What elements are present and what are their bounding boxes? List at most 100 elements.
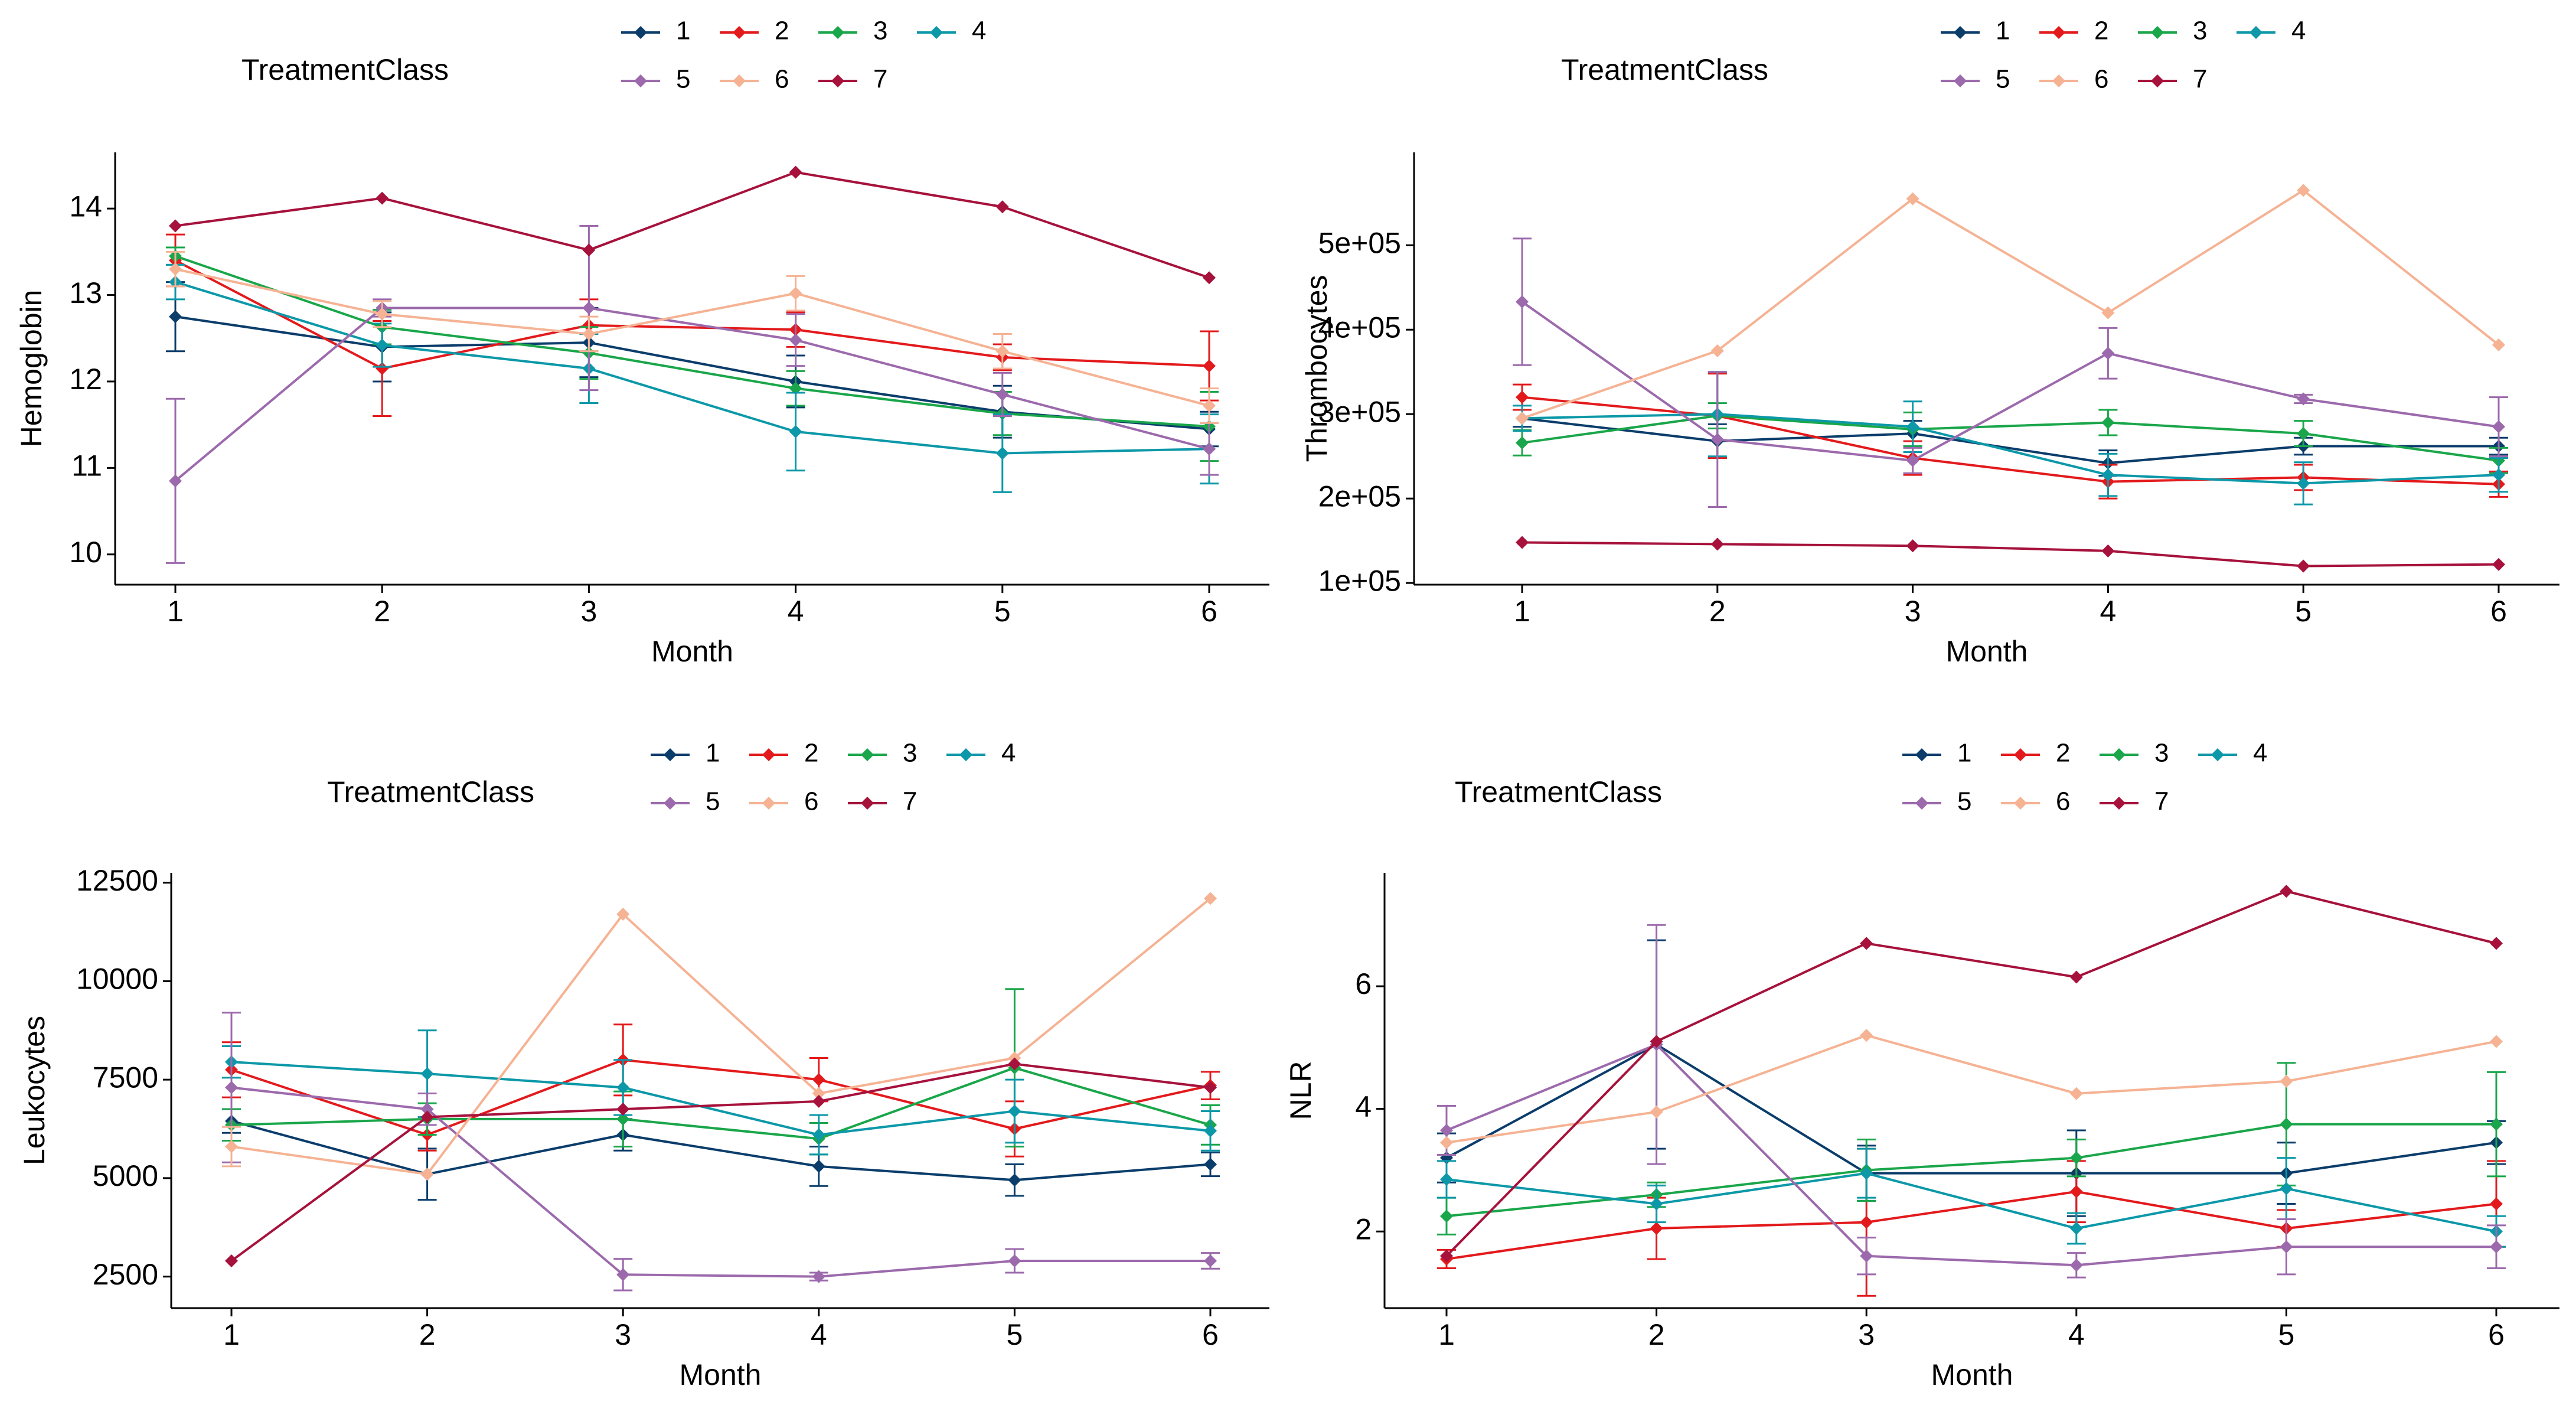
legend-label: 4 — [2253, 739, 2267, 768]
legend-label: 2 — [2094, 17, 2108, 45]
data-point — [812, 1087, 825, 1100]
series-7 — [1516, 536, 2505, 573]
legend-item-3: 3 — [2138, 17, 2207, 45]
y-tick-label: 12500 — [76, 864, 158, 897]
data-point — [1008, 1057, 1021, 1071]
legend-item-3: 3 — [818, 17, 887, 45]
x-tick-label: 2 — [374, 595, 390, 628]
data-point — [1906, 539, 1919, 553]
legend-label: 6 — [775, 65, 789, 94]
data-point — [812, 1128, 825, 1142]
legend-key-marker — [959, 748, 972, 761]
series-line — [231, 1058, 1211, 1136]
y-axis-label: Thrombocytes — [1300, 275, 1333, 462]
data-point — [2490, 937, 2503, 950]
data-point — [1203, 271, 1216, 285]
data-point — [1860, 1249, 1873, 1263]
series-line — [1521, 301, 2499, 462]
data-point — [1440, 1249, 1453, 1263]
x-tick-label: 4 — [788, 595, 804, 628]
y-tick-label: 2 — [1355, 1212, 1372, 1246]
data-point — [1204, 1124, 1217, 1137]
legend-key-marker — [2249, 26, 2262, 39]
data-point — [1906, 454, 1919, 467]
series-4 — [222, 1029, 1220, 1156]
series-line — [1522, 417, 2499, 465]
legend-item-7: 7 — [2100, 787, 2169, 816]
series-7 — [225, 1057, 1217, 1267]
data-point — [1440, 1173, 1453, 1186]
series-3 — [1513, 402, 2508, 474]
data-point — [1710, 537, 1724, 551]
data-point — [376, 191, 389, 205]
data-point — [1860, 1166, 1873, 1180]
series-5 — [222, 1012, 1220, 1292]
legend-label: 4 — [2291, 17, 2306, 45]
data-point — [995, 200, 1009, 214]
legend-label: 5 — [706, 787, 720, 816]
legend-item-4: 4 — [946, 739, 1016, 768]
series-line — [1446, 1123, 2496, 1218]
legend-title: TreatmentClass — [1561, 53, 1768, 86]
data-point — [1204, 1081, 1217, 1094]
data-point — [2490, 1035, 2503, 1048]
data-point — [2101, 468, 2115, 482]
data-point — [169, 474, 182, 488]
legend-label: 5 — [676, 65, 690, 94]
data-point — [812, 1159, 825, 1173]
legend-label: 3 — [873, 17, 887, 45]
data-point — [1710, 344, 1724, 357]
y-tick-label: 2e+05 — [1318, 480, 1401, 513]
series-line — [1522, 415, 2499, 462]
data-point — [169, 262, 182, 276]
data-point — [582, 301, 596, 315]
series-line — [231, 1086, 1210, 1278]
data-point — [2101, 306, 2115, 319]
legend-key-marker — [2113, 748, 2126, 761]
legend-label: 6 — [2056, 787, 2070, 816]
series-line — [1445, 890, 2497, 1257]
legend-item-2: 2 — [720, 17, 789, 45]
x-tick-label: 3 — [1905, 595, 1921, 628]
y-tick-label: 10000 — [76, 963, 158, 996]
data-point — [1650, 1222, 1663, 1235]
chart-panel-2: TreatmentClass 1 2 3 4 5 6 7 1e+05 2e+05 3e+05 4e+0… — [1300, 17, 2559, 668]
data-point — [1008, 1173, 1021, 1187]
legend-item-4: 4 — [2198, 739, 2267, 768]
data-point — [1710, 433, 1724, 446]
legend-label: 3 — [2154, 739, 2169, 768]
data-point — [169, 219, 182, 233]
x-tick-label: 2 — [1648, 1318, 1665, 1351]
data-point — [1204, 1158, 1217, 1171]
legend-label: 1 — [1996, 17, 2010, 45]
data-point — [2297, 184, 2310, 197]
data-point — [1008, 1254, 1021, 1267]
legend: TreatmentClass 1 2 3 4 5 6 7 — [1561, 17, 2306, 94]
data-point — [2101, 544, 2115, 557]
data-point — [1860, 1215, 1873, 1229]
x-tick-label: 2 — [419, 1318, 436, 1351]
legend-key-marker — [2014, 748, 2027, 761]
series-7 — [1440, 885, 2503, 1263]
data-point — [789, 165, 802, 179]
data-point — [2280, 1117, 2293, 1131]
legend-label: 6 — [804, 787, 818, 816]
series-2 — [222, 1023, 1220, 1158]
x-tick-label: 4 — [811, 1318, 827, 1351]
data-point — [789, 425, 802, 438]
legend: TreatmentClass 1 2 3 4 5 6 7 — [327, 739, 1016, 816]
data-point — [2069, 970, 2083, 984]
chart-panel-4: TreatmentClass 1 2 3 4 5 6 7 2 4 6 1 2 3 4 5 6 Month NLR — [1284, 739, 2559, 1391]
legend-title: TreatmentClass — [241, 53, 449, 86]
series-6 — [1516, 184, 2505, 425]
data-point — [1516, 390, 1529, 404]
series-line — [231, 1067, 1211, 1140]
legend-item-5: 5 — [1941, 65, 2010, 94]
legend-key-marker — [1954, 26, 1967, 39]
x-tick-label: 6 — [2490, 595, 2507, 628]
legend-label: 4 — [1001, 739, 1016, 768]
legend-item-2: 2 — [749, 739, 818, 768]
data-point — [1516, 295, 1529, 309]
series-line — [1446, 1033, 2497, 1144]
x-tick-label: 1 — [223, 1318, 240, 1351]
